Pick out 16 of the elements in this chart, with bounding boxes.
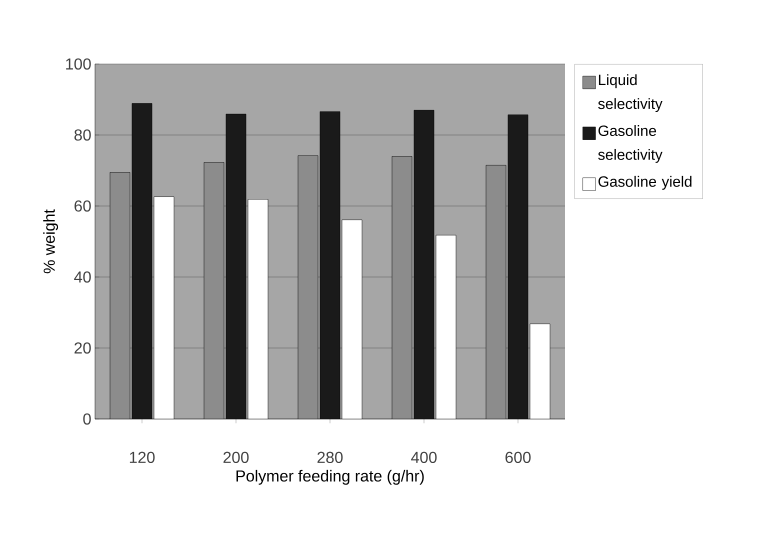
x-tick-label: 200	[224, 452, 249, 464]
x-tick-label: 120	[130, 452, 155, 464]
y-tick-label: 40	[74, 271, 91, 283]
y-axis-title: % weight	[43, 209, 58, 274]
x-tick-label: 280	[318, 452, 343, 464]
y-tick-label: 80	[74, 129, 91, 141]
legend-label: Gasoline yield	[598, 176, 692, 190]
y-tick-label: 100	[66, 58, 91, 70]
legend-label: Liquid selectivity	[598, 74, 662, 112]
x-tick-label: 600	[506, 452, 531, 464]
legend-label: Gasoline selectivity	[598, 125, 662, 163]
y-tick-label: 60	[74, 200, 91, 212]
y-tick-label: 20	[74, 342, 91, 354]
y-tick-label: 0	[83, 413, 91, 425]
x-axis-title: Polymer feeding rate (g/hr)	[236, 470, 424, 485]
x-tick-label: 400	[411, 452, 437, 464]
